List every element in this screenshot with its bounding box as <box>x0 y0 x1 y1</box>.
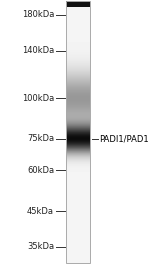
Bar <box>66 1 90 263</box>
Text: 35kDa: 35kDa <box>27 242 54 251</box>
Text: PADI1/PAD1: PADI1/PAD1 <box>99 134 149 143</box>
Text: 45kDa: 45kDa <box>27 207 54 216</box>
Text: 180kDa: 180kDa <box>22 10 54 20</box>
Bar <box>66 1 90 7</box>
Text: 60kDa: 60kDa <box>27 166 54 175</box>
Bar <box>66 1 90 263</box>
Text: 75kDa: 75kDa <box>27 134 54 143</box>
Text: 100kDa: 100kDa <box>22 94 54 103</box>
Text: 140kDa: 140kDa <box>22 46 54 55</box>
